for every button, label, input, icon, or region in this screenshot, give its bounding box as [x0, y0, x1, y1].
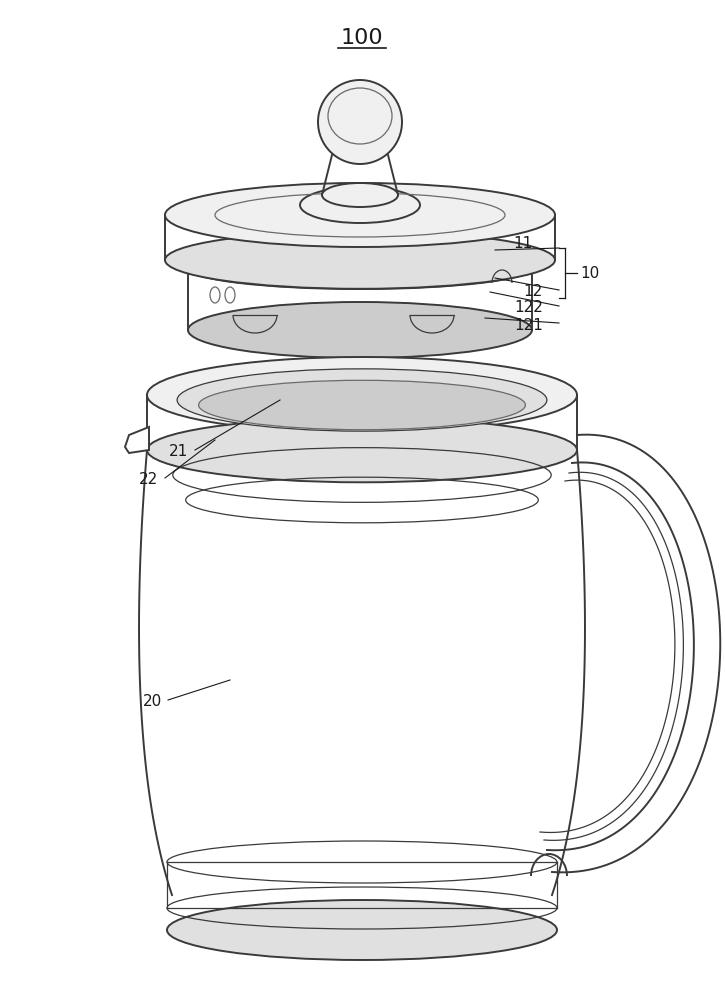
Text: 11: 11 — [514, 235, 533, 250]
Ellipse shape — [318, 80, 402, 164]
Ellipse shape — [177, 369, 547, 431]
Text: 121: 121 — [514, 318, 543, 332]
Ellipse shape — [188, 247, 532, 289]
Ellipse shape — [167, 900, 557, 960]
Text: 12: 12 — [523, 284, 543, 300]
Text: 22: 22 — [138, 473, 158, 488]
Ellipse shape — [199, 380, 526, 430]
Text: 122: 122 — [514, 300, 543, 316]
Ellipse shape — [165, 183, 555, 247]
Ellipse shape — [188, 302, 532, 358]
Text: 10: 10 — [580, 265, 600, 280]
Text: 100: 100 — [341, 28, 384, 48]
Text: 20: 20 — [143, 694, 162, 710]
Ellipse shape — [165, 231, 555, 289]
Text: 21: 21 — [169, 444, 188, 460]
Ellipse shape — [300, 187, 420, 223]
Ellipse shape — [322, 183, 398, 207]
Ellipse shape — [147, 357, 577, 433]
Ellipse shape — [147, 418, 577, 482]
Polygon shape — [125, 427, 149, 453]
